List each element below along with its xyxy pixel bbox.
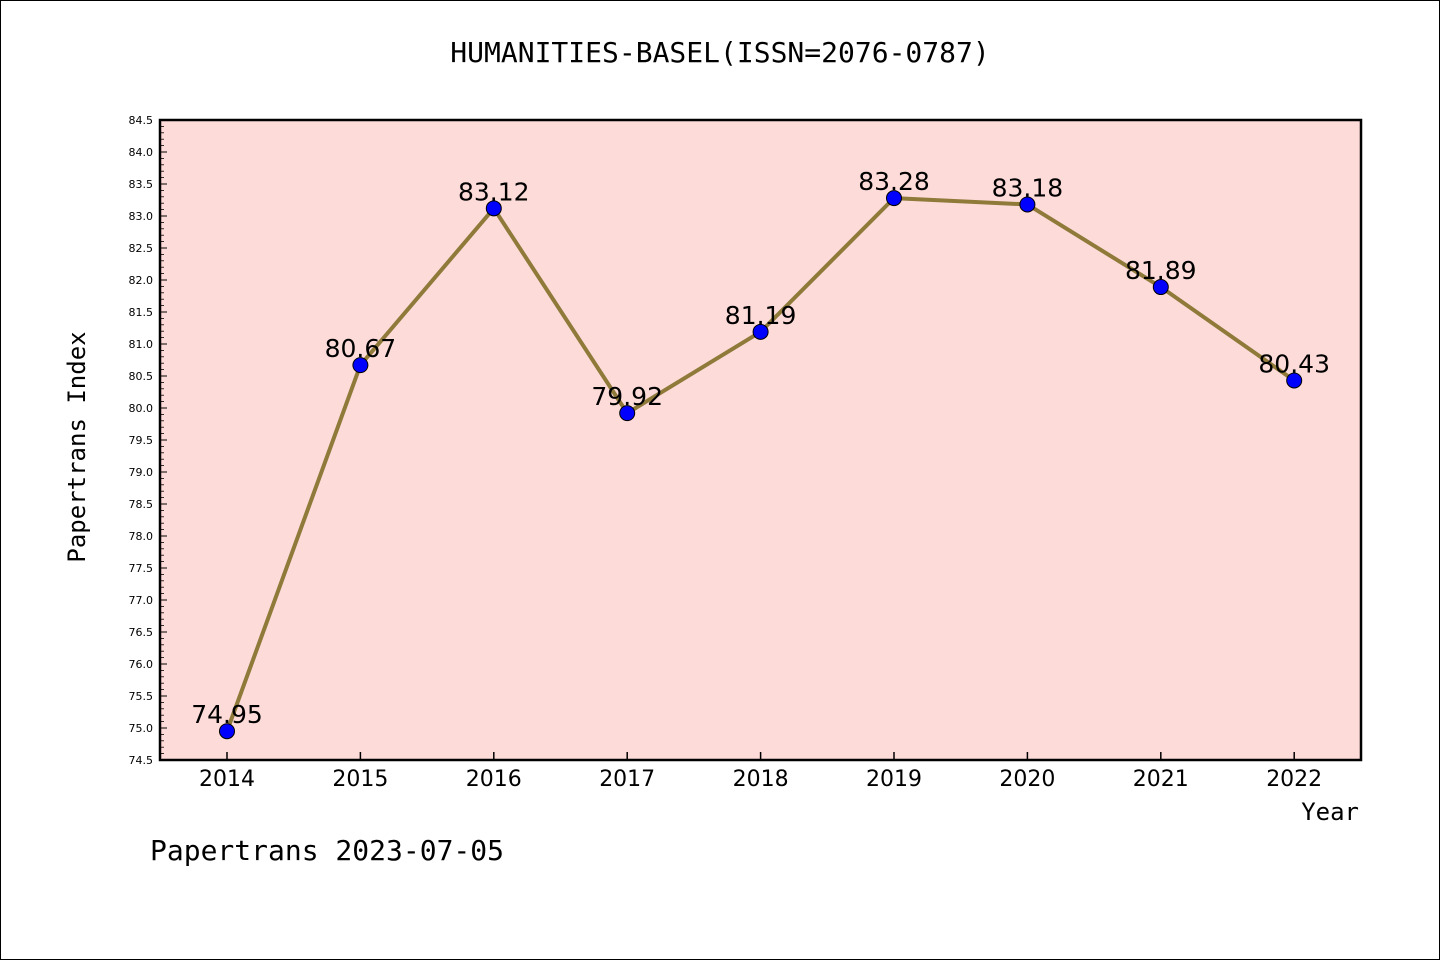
data-point-2018 bbox=[752, 323, 769, 340]
y-axis: 74.5 75.0 75.5 76.0 76.5 77.0 77.5 78.0 78.5 79.0… bbox=[129, 114, 167, 767]
data-point-2020 bbox=[1019, 196, 1036, 213]
x-axis: 2014 2015 2016 2017 2018 2019 2020 2021 2022 bbox=[199, 752, 1322, 792]
data-label-2015: 80.67 bbox=[325, 334, 397, 363]
x-tick-label: 2018 bbox=[733, 767, 789, 792]
x-tick-label: 2022 bbox=[1266, 767, 1322, 792]
y-tick-label: 78.0 bbox=[129, 530, 154, 543]
y-tick-label: 83.5 bbox=[129, 178, 154, 191]
y-tick-label: 84.5 bbox=[129, 114, 154, 127]
footer-note: Papertrans 2023-07-05 bbox=[150, 834, 505, 867]
y-tick-label: 81.0 bbox=[129, 338, 154, 351]
x-tick-label: 2015 bbox=[332, 767, 388, 792]
plot-area bbox=[160, 120, 1361, 760]
y-tick-label: 81.5 bbox=[129, 306, 154, 319]
data-label-2016: 83.12 bbox=[458, 177, 530, 206]
y-axis-label: Papertrans Index bbox=[63, 331, 91, 562]
x-tick-label: 2014 bbox=[199, 767, 255, 792]
data-point-2021 bbox=[1152, 279, 1169, 296]
y-tick-label: 80.0 bbox=[129, 402, 154, 415]
data-label-2021: 81.89 bbox=[1125, 256, 1197, 285]
chart-title: HUMANITIES-BASEL(ISSN=2076-0787) bbox=[450, 36, 990, 69]
data-point-2022 bbox=[1286, 372, 1303, 389]
x-axis-label: Year bbox=[1301, 798, 1359, 826]
data-labels: 74.95 80.67 83.12 79.92 81.19 83.28 83.18 81.89… bbox=[191, 167, 1330, 729]
y-tick-label: 76.5 bbox=[129, 626, 154, 639]
x-tick-label: 2021 bbox=[1133, 767, 1189, 792]
y-tick-label: 74.5 bbox=[129, 754, 154, 767]
x-tick-label: 2017 bbox=[599, 767, 655, 792]
plot-border bbox=[158, 118, 1363, 762]
y-tick-label: 82.5 bbox=[129, 242, 154, 255]
data-point-2014 bbox=[219, 723, 235, 740]
y-tick-label: 80.5 bbox=[129, 370, 154, 383]
y-tick-label: 79.5 bbox=[129, 434, 154, 447]
y-tick-label: 77.5 bbox=[129, 562, 154, 575]
y-tick-label: 75.0 bbox=[129, 722, 154, 735]
data-label-2022: 80.43 bbox=[1258, 349, 1330, 378]
data-label-2018: 81.19 bbox=[725, 301, 797, 330]
y-tick-label: 75.5 bbox=[129, 690, 154, 703]
data-label-2017: 79.92 bbox=[591, 382, 663, 411]
data-point-2016 bbox=[485, 200, 502, 217]
x-tick-label: 2019 bbox=[866, 767, 922, 792]
data-point-2019 bbox=[886, 190, 902, 207]
x-tick-label: 2016 bbox=[466, 767, 522, 792]
y-tick-label: 84.0 bbox=[129, 146, 154, 159]
y-tick-label: 77.0 bbox=[129, 594, 154, 607]
data-label-2014: 74.95 bbox=[191, 700, 263, 729]
y-tick-label: 76.0 bbox=[129, 658, 154, 671]
x-tick-label: 2020 bbox=[999, 767, 1055, 792]
y-tick-label: 82.0 bbox=[129, 274, 154, 287]
y-tick-label: 83.0 bbox=[129, 210, 154, 223]
data-markers bbox=[219, 190, 1303, 740]
data-point-2015 bbox=[352, 357, 369, 374]
y-tick-label: 78.5 bbox=[129, 498, 154, 511]
data-label-2020: 83.18 bbox=[992, 173, 1064, 202]
y-tick-label: 79.0 bbox=[129, 466, 154, 479]
data-label-2019: 83.28 bbox=[858, 167, 930, 196]
data-point-2017 bbox=[619, 405, 636, 422]
